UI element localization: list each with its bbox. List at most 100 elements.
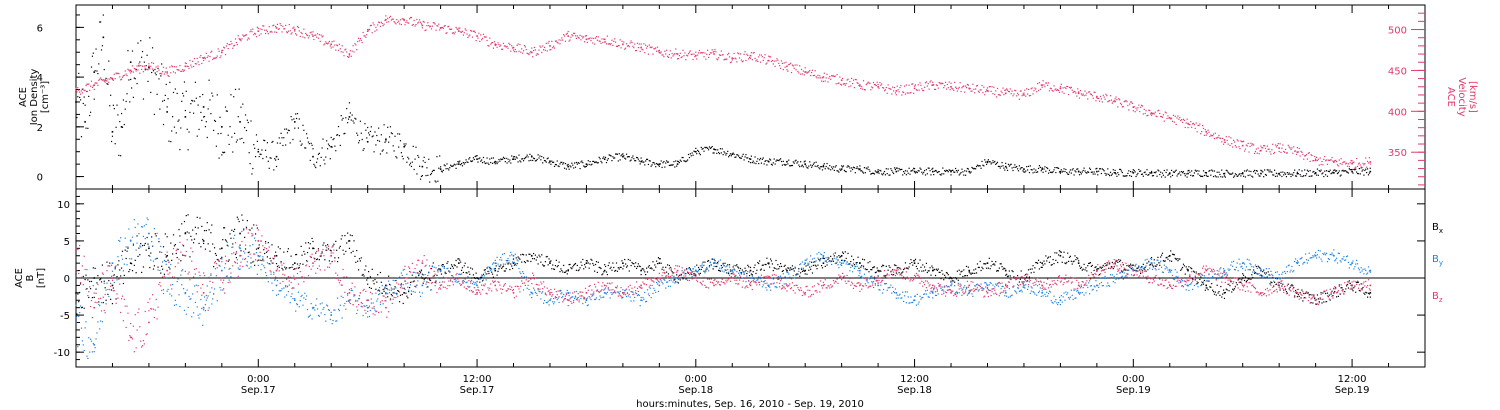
velocity-trace-dot xyxy=(697,52,700,54)
field-bx-trace-dot xyxy=(199,217,201,219)
velocity-trace-dot xyxy=(935,84,938,86)
velocity-trace-dot xyxy=(907,92,909,94)
field-bx-trace-dot xyxy=(965,275,967,277)
field-bx-trace-dot xyxy=(481,276,483,278)
velocity-trace-dot xyxy=(1104,98,1106,100)
field-bx-trace-dot xyxy=(1064,262,1066,264)
density-point xyxy=(986,160,989,163)
field-bx-trace-dot xyxy=(207,243,209,245)
field-bx-trace-dot xyxy=(1292,285,1294,287)
density-trace-dot xyxy=(172,116,174,118)
velocity-trace-dot xyxy=(1064,86,1066,89)
field-bx-trace-dot xyxy=(1133,269,1135,272)
density-trace-dot xyxy=(1346,171,1348,173)
density-trace-dot xyxy=(763,163,765,165)
density-trace-dot xyxy=(522,160,525,162)
velocity-trace-dot xyxy=(668,53,670,56)
field-by-trace-dot xyxy=(100,301,103,304)
field-bx-trace-dot xyxy=(1009,275,1011,277)
velocity-trace-dot xyxy=(1040,84,1042,86)
velocity-trace-dot xyxy=(1069,87,1072,89)
density-trace-dot xyxy=(681,156,683,159)
density-trace-dot xyxy=(429,181,431,183)
field-bx-trace-dot xyxy=(574,262,577,265)
field-bx-trace-dot xyxy=(901,272,903,274)
density-trace-dot xyxy=(222,151,224,153)
field-bx-trace-dot xyxy=(856,262,858,264)
field-bx-trace-dot xyxy=(1094,266,1096,269)
field-bx-trace-dot xyxy=(976,263,979,265)
density-trace-dot xyxy=(1159,173,1161,176)
velocity-trace-dot xyxy=(1278,150,1280,153)
field-by-point xyxy=(1278,277,1280,279)
density-trace-dot xyxy=(923,171,925,173)
velocity-point xyxy=(1260,149,1262,152)
velocity-trace-dot xyxy=(79,91,81,93)
velocity-trace-dot xyxy=(853,87,856,89)
velocity-trace-dot xyxy=(143,65,145,67)
field-bx-trace-dot xyxy=(281,267,283,270)
field-bx-trace-dot xyxy=(1347,287,1350,289)
velocity-trace-dot xyxy=(851,77,853,79)
density-trace-dot xyxy=(461,165,464,167)
velocity-trace-dot xyxy=(612,44,614,47)
density-trace-dot xyxy=(316,161,318,163)
density-trace-dot xyxy=(1302,175,1304,178)
density-trace-dot xyxy=(419,165,421,167)
velocity-trace-dot xyxy=(870,89,872,91)
velocity-trace-dot xyxy=(466,33,468,35)
field-bx-trace-dot xyxy=(1241,279,1243,281)
velocity-trace-dot xyxy=(254,33,257,35)
field-bx-trace-dot xyxy=(732,266,734,268)
field-bx-trace-dot xyxy=(672,272,674,274)
field-by-trace-dot xyxy=(155,258,157,260)
field-bx-trace-dot xyxy=(595,260,598,263)
velocity-trace-dot xyxy=(674,53,676,55)
velocity-trace-dot xyxy=(601,38,603,40)
density-trace-dot xyxy=(970,171,972,173)
field-bx-trace-dot xyxy=(972,272,974,274)
velocity-trace-dot xyxy=(451,32,454,34)
velocity-trace-dot xyxy=(1304,155,1307,157)
x-tick-time: 0:00 xyxy=(1122,374,1144,385)
field-by-trace-dot xyxy=(83,349,85,352)
field-bx-trace-dot xyxy=(822,257,825,260)
field-bx-trace-dot xyxy=(1195,271,1197,273)
density-trace-dot xyxy=(879,169,881,171)
velocity-trace-dot xyxy=(1126,101,1128,103)
field-bx-trace-dot xyxy=(212,243,214,245)
density-trace-dot xyxy=(1250,170,1252,173)
velocity-trace-dot xyxy=(857,82,859,84)
field-bx-trace-dot xyxy=(388,275,390,277)
velocity-trace-dot xyxy=(178,69,180,71)
field-bx-trace-dot xyxy=(441,264,444,266)
field-bx-trace-dot xyxy=(1236,284,1238,286)
velocity-trace-dot xyxy=(88,83,90,85)
field-bx-trace-dot xyxy=(1048,261,1051,263)
velocity-trace-dot xyxy=(1125,100,1127,102)
density-trace-dot xyxy=(411,161,413,163)
density-trace-dot xyxy=(449,167,451,169)
density-trace-dot xyxy=(759,159,761,161)
field-bx-trace-dot xyxy=(464,262,466,264)
field-bx-trace-dot xyxy=(247,251,249,254)
velocity-trace-dot xyxy=(247,37,249,39)
field-bx-trace-dot xyxy=(586,260,588,262)
field-bx-trace-dot xyxy=(714,260,716,262)
field-bx-trace-dot xyxy=(1026,276,1028,278)
field-bx-trace-dot xyxy=(374,278,376,281)
field-by-point xyxy=(1168,269,1171,272)
velocity-trace-dot xyxy=(838,82,840,84)
density-trace-dot xyxy=(611,160,613,162)
field-bx-trace-dot xyxy=(209,250,211,252)
density-trace-dot xyxy=(378,140,381,142)
density-trace-dot xyxy=(481,162,484,164)
density-trace-dot xyxy=(1032,172,1034,174)
density-trace-dot xyxy=(563,162,565,164)
density-trace-dot xyxy=(641,160,643,162)
velocity-trace-dot xyxy=(656,46,659,48)
density-point xyxy=(895,170,898,173)
field-bx-trace-dot xyxy=(840,256,842,258)
density-trace-dot xyxy=(619,159,621,161)
field-by-trace-dot xyxy=(156,232,158,235)
